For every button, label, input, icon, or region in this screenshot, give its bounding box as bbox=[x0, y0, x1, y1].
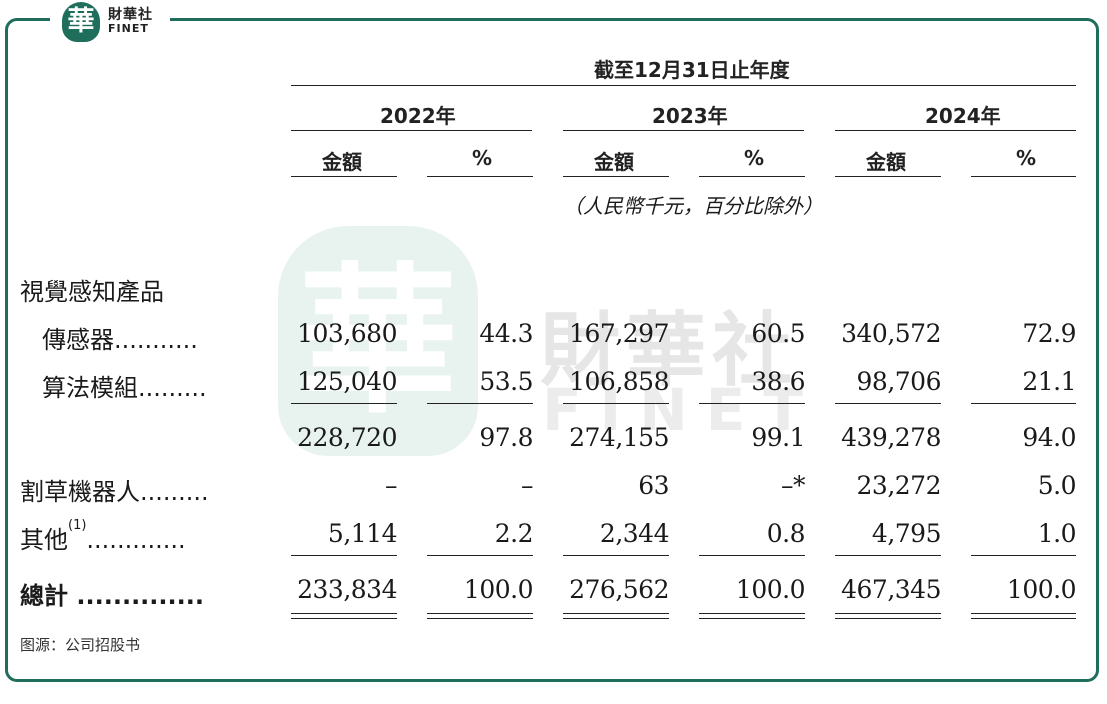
total-rule bbox=[971, 555, 1076, 556]
sub-rule bbox=[427, 176, 533, 177]
cell-subtotal-1: 97.8 bbox=[479, 423, 533, 452]
cell-subtotal-5: 94.0 bbox=[1022, 423, 1076, 452]
sub-rule bbox=[835, 176, 941, 177]
total-rule bbox=[291, 555, 397, 556]
cell-mower-0: – bbox=[385, 471, 398, 500]
cell-sensor-2: 167,297 bbox=[569, 319, 669, 348]
cell-total-1: 100.0 bbox=[463, 575, 534, 604]
cell-mower-3: –* bbox=[781, 471, 806, 500]
subtotal-rule bbox=[563, 403, 669, 404]
cell-other-0: 5,114 bbox=[327, 519, 398, 548]
year-2022: 2022年 bbox=[380, 104, 456, 128]
logo-name-en: FINET bbox=[108, 22, 149, 35]
row-label-mower: 割草機器人......... bbox=[20, 478, 209, 506]
year-rule-2022 bbox=[291, 130, 532, 131]
cell-algorithm-0: 125,040 bbox=[297, 367, 397, 396]
cell-other-1: 2.2 bbox=[494, 519, 534, 548]
col-amount-2024: 金額 bbox=[866, 150, 906, 174]
subtotal-rule bbox=[291, 403, 397, 404]
row-label-total: 總計 .............. bbox=[20, 582, 204, 610]
finet-logo-icon: 華 bbox=[62, 2, 100, 42]
cell-mower-2: 63 bbox=[638, 471, 669, 500]
col-amount-2023: 金額 bbox=[594, 150, 634, 174]
cell-total-0: 233,834 bbox=[297, 575, 397, 604]
category-label: 視覺感知產品 bbox=[20, 278, 164, 306]
cell-mower-5: 5.0 bbox=[1037, 471, 1077, 500]
header-rule bbox=[291, 85, 1076, 86]
col-percent-2023: % bbox=[744, 146, 765, 170]
content-frame bbox=[5, 18, 1099, 682]
cell-mower-1: – bbox=[521, 471, 534, 500]
unit-note: （人民幣千元，百分比除外） bbox=[563, 194, 823, 218]
total-rule bbox=[563, 555, 669, 556]
sub-rule bbox=[291, 176, 397, 177]
cell-other-4: 4,795 bbox=[871, 519, 942, 548]
cell-subtotal-4: 439,278 bbox=[841, 423, 941, 452]
subtotal-rule bbox=[699, 403, 805, 404]
cell-sensor-0: 103,680 bbox=[297, 319, 397, 348]
row-label-sensor: 傳感器........... bbox=[42, 326, 198, 354]
sub-rule bbox=[699, 176, 805, 177]
finet-logo: 華 財華社 FINET bbox=[50, 0, 170, 44]
cell-sensor-4: 340,572 bbox=[841, 319, 941, 348]
period-header: 截至12月31日止年度 bbox=[594, 58, 790, 82]
col-amount-2022: 金額 bbox=[322, 150, 362, 174]
double-rule bbox=[291, 613, 397, 619]
cell-algorithm-2: 106,858 bbox=[569, 367, 669, 396]
total-rule bbox=[699, 555, 805, 556]
cell-sensor-5: 72.9 bbox=[1022, 319, 1076, 348]
total-rule bbox=[427, 555, 533, 556]
cell-mower-4: 23,272 bbox=[856, 471, 942, 500]
cell-total-5: 100.0 bbox=[1006, 575, 1077, 604]
cell-algorithm-4: 98,706 bbox=[856, 367, 942, 396]
cell-subtotal-2: 274,155 bbox=[569, 423, 669, 452]
double-rule bbox=[835, 613, 941, 619]
cell-total-3: 100.0 bbox=[735, 575, 806, 604]
row-label-other: 其他(1)............. bbox=[20, 518, 186, 554]
col-percent-2024: % bbox=[1016, 146, 1037, 170]
cell-sensor-3: 60.5 bbox=[751, 319, 805, 348]
cell-algorithm-1: 53.5 bbox=[479, 367, 533, 396]
cell-subtotal-0: 228,720 bbox=[297, 423, 397, 452]
cell-algorithm-5: 21.1 bbox=[1022, 367, 1076, 396]
year-rule-2024 bbox=[835, 130, 1076, 131]
year-2024: 2024年 bbox=[925, 104, 1001, 128]
source-note: 图源：公司招股书 bbox=[20, 636, 141, 654]
subtotal-rule bbox=[427, 403, 533, 404]
logo-name-cn: 財華社 bbox=[108, 7, 153, 23]
cell-sensor-1: 44.3 bbox=[479, 319, 533, 348]
double-rule bbox=[699, 613, 805, 619]
cell-total-2: 276,562 bbox=[569, 575, 669, 604]
sub-rule bbox=[563, 176, 669, 177]
year-rule-2023 bbox=[563, 130, 804, 131]
cell-total-4: 467,345 bbox=[841, 575, 941, 604]
sub-rule bbox=[971, 176, 1076, 177]
cell-other-3: 0.8 bbox=[766, 519, 806, 548]
cell-subtotal-3: 99.1 bbox=[751, 423, 805, 452]
year-2023: 2023年 bbox=[652, 104, 728, 128]
double-rule bbox=[563, 613, 669, 619]
col-percent-2022: % bbox=[472, 146, 493, 170]
double-rule bbox=[427, 613, 533, 619]
cell-other-2: 2,344 bbox=[599, 519, 670, 548]
cell-other-5: 1.0 bbox=[1037, 519, 1077, 548]
subtotal-rule bbox=[835, 403, 941, 404]
double-rule bbox=[971, 613, 1076, 619]
subtotal-rule bbox=[971, 403, 1076, 404]
cell-algorithm-3: 38.6 bbox=[751, 367, 805, 396]
row-label-algorithm: 算法模組......... bbox=[42, 374, 207, 402]
total-rule bbox=[835, 555, 941, 556]
